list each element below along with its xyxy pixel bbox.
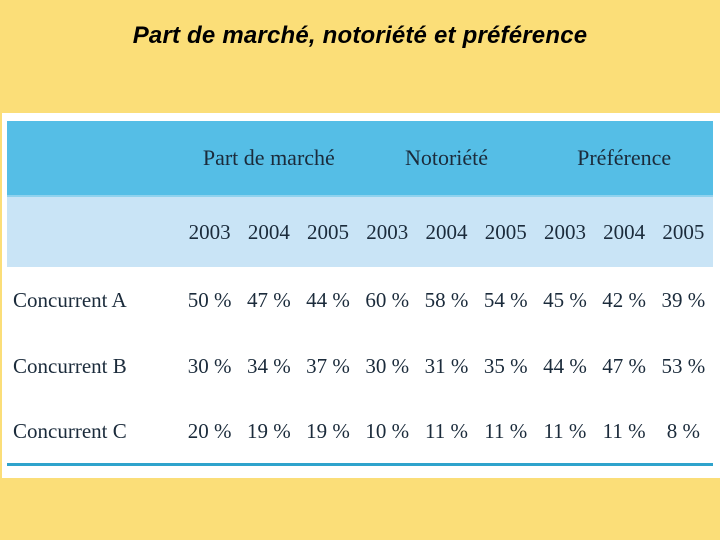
- value-cell: 19 %: [306, 418, 350, 443]
- value-cell: 19 %: [246, 418, 291, 443]
- year-header: 2004: [603, 219, 646, 244]
- value-cell: 35 %: [483, 353, 528, 378]
- value-cell: 11 %: [602, 418, 646, 443]
- value-cell: 34 %: [246, 353, 291, 378]
- group-header-part-de-marche: Part de marché: [202, 145, 335, 170]
- value-cell: 42 %: [602, 287, 647, 312]
- row-label: Concurrent C: [13, 418, 127, 443]
- value-cell: 11 %: [425, 418, 468, 443]
- value-cell: 60 %: [365, 287, 410, 312]
- value-cell: 31 %: [424, 353, 469, 378]
- value-cell: 20 %: [187, 418, 232, 443]
- year-header: 2004: [247, 219, 290, 244]
- year-header-row: 2003 2004 2005 2003 2004 2005 2003 2004 …: [7, 195, 713, 267]
- value-cell: 11 %: [484, 418, 528, 443]
- value-cell: 53 %: [661, 353, 706, 378]
- table-row-concurrent-a: Concurrent A 50 % 47 % 44 % 60 % 58 % 54…: [7, 267, 713, 333]
- value-cell: 50 %: [187, 287, 232, 312]
- value-cell: 30 %: [187, 353, 232, 378]
- year-header: 2005: [662, 219, 705, 244]
- year-header: 2003: [366, 219, 409, 244]
- data-table: Part de marché Notoriété Préférence 2003…: [7, 121, 713, 466]
- year-header: 2003: [188, 219, 231, 244]
- year-header: 2005: [307, 219, 350, 244]
- value-cell: 58 %: [424, 287, 469, 312]
- value-cell: 47 %: [602, 353, 647, 378]
- table-panel: Part de marché Notoriété Préférence 2003…: [2, 113, 720, 478]
- value-cell: 11 %: [543, 418, 587, 443]
- group-header-preference: Préférence: [577, 145, 672, 170]
- value-cell: 47 %: [246, 287, 291, 312]
- value-cell: 39 %: [661, 287, 706, 312]
- value-cell: 30 %: [365, 353, 410, 378]
- group-header-row: Part de marché Notoriété Préférence: [7, 121, 713, 195]
- value-cell: 44 %: [306, 287, 350, 312]
- value-cell: 8 %: [666, 418, 700, 443]
- row-label: Concurrent B: [13, 353, 127, 378]
- table-row-concurrent-b: Concurrent B 30 % 34 % 37 % 30 % 31 % 35…: [7, 333, 713, 399]
- year-header: 2005: [484, 219, 527, 244]
- table-row-concurrent-c: Concurrent C 20 % 19 % 19 % 10 % 11 % 11…: [7, 399, 713, 463]
- value-cell: 10 %: [365, 418, 410, 443]
- slide-title: Part de marché, notoriété et préférence: [132, 22, 588, 49]
- value-cell: 54 %: [483, 287, 528, 312]
- value-cell: 37 %: [306, 353, 350, 378]
- year-header: 2004: [425, 219, 468, 244]
- year-header: 2003: [543, 219, 586, 244]
- value-cell: 44 %: [543, 353, 587, 378]
- row-label: Concurrent A: [13, 287, 127, 312]
- group-header-notoriete: Notoriété: [404, 145, 489, 170]
- value-cell: 45 %: [543, 287, 587, 312]
